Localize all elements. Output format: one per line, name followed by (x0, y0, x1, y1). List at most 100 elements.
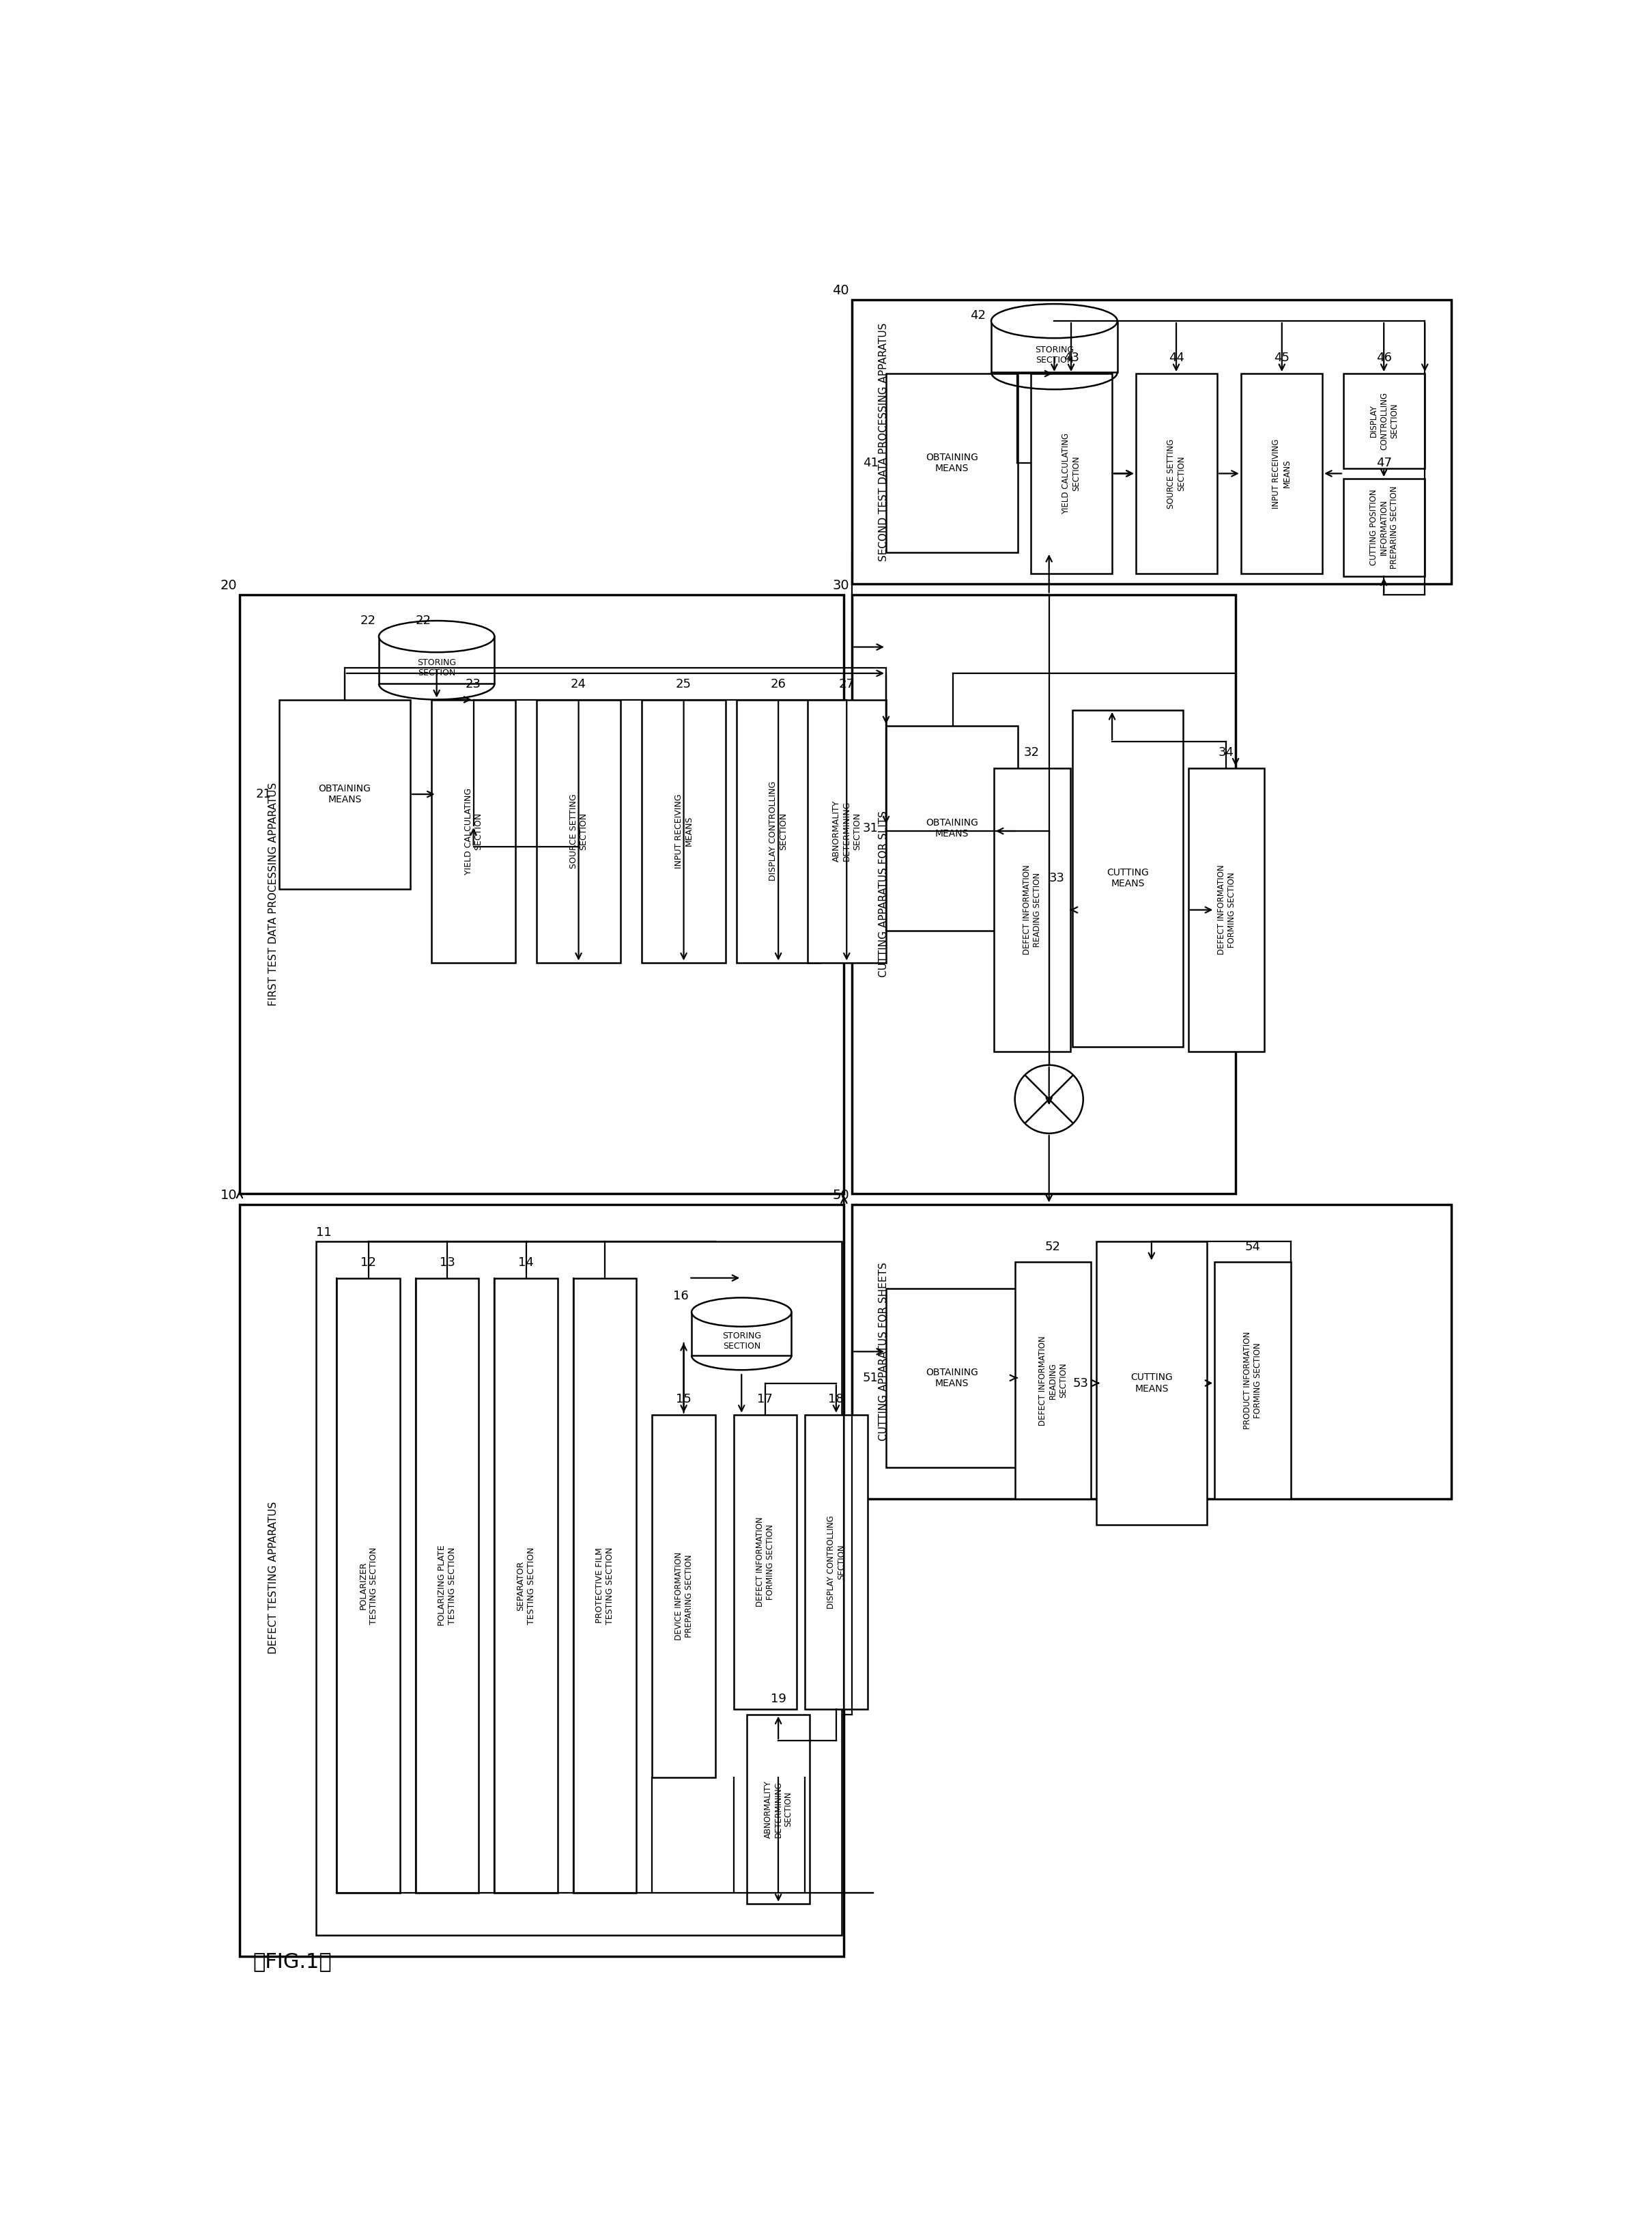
Bar (494, 1277, 557, 1893)
Bar (279, 700, 410, 888)
Text: DEFECT TESTING APPARATUS: DEFECT TESTING APPARATUS (269, 1501, 279, 1653)
Text: 43: 43 (1064, 351, 1079, 365)
Text: 20: 20 (220, 579, 236, 593)
Bar (1188, 767, 1264, 1051)
Bar (991, 322, 1117, 371)
Bar (1135, 374, 1218, 573)
Text: 10: 10 (220, 1188, 236, 1201)
Circle shape (1014, 1065, 1084, 1134)
Text: ABNORMALITY
DETERMINING
SECTION: ABNORMALITY DETERMINING SECTION (763, 1781, 793, 1839)
Ellipse shape (378, 620, 494, 653)
Text: SOURCE SETTING
SECTION: SOURCE SETTING SECTION (1166, 438, 1186, 508)
Bar (416, 1277, 479, 1893)
Text: POLARIZER
TESTING SECTION: POLARIZER TESTING SECTION (358, 1546, 378, 1624)
Text: 12: 12 (360, 1257, 377, 1268)
Bar (1241, 374, 1322, 573)
Text: CUTTING
MEANS: CUTTING MEANS (1107, 868, 1148, 888)
Text: DISPLAY CONTROLLING
SECTION: DISPLAY CONTROLLING SECTION (826, 1514, 846, 1608)
Text: 25: 25 (676, 678, 692, 691)
Bar (378, 638, 494, 685)
Text: STORING
SECTION: STORING SECTION (722, 1331, 762, 1351)
Text: 40: 40 (833, 284, 849, 298)
Text: PROTECTIVE FILM
TESTING SECTION: PROTECTIVE FILM TESTING SECTION (595, 1546, 615, 1624)
Text: 【FIG.1】: 【FIG.1】 (253, 1951, 332, 1971)
Bar (852, 595, 1236, 1195)
Text: FIRST TEST DATA PROCESSING APPARATUS: FIRST TEST DATA PROCESSING APPARATUS (269, 783, 279, 1007)
Text: 13: 13 (439, 1257, 454, 1268)
Bar (1072, 709, 1183, 1047)
Text: 30: 30 (833, 579, 849, 593)
Text: POLARIZING PLATE
TESTING SECTION: POLARIZING PLATE TESTING SECTION (438, 1546, 456, 1626)
Ellipse shape (692, 1297, 791, 1327)
Ellipse shape (991, 304, 1117, 338)
Text: CUTTING POSITION
INFORMATION
PREPARING SECTION: CUTTING POSITION INFORMATION PREPARING S… (1370, 485, 1399, 568)
Text: YIELD CALCULATING
SECTION: YIELD CALCULATING SECTION (464, 787, 482, 875)
Text: 23: 23 (466, 678, 481, 691)
Bar (808, 700, 885, 962)
Bar (885, 374, 1018, 553)
Text: PRODUCT INFORMATION
FORMING SECTION: PRODUCT INFORMATION FORMING SECTION (1244, 1331, 1262, 1429)
Text: 22: 22 (416, 615, 431, 626)
Text: 52: 52 (1046, 1242, 1061, 1253)
Text: OBTAINING
MEANS: OBTAINING MEANS (319, 783, 372, 805)
Text: 50: 50 (833, 1188, 849, 1201)
Text: 34: 34 (1219, 747, 1234, 758)
Text: SOURCE SETTING
SECTION: SOURCE SETTING SECTION (568, 794, 588, 868)
Text: 17: 17 (757, 1394, 773, 1405)
Bar (885, 1289, 1018, 1467)
Text: DEFECT INFORMATION
FORMING SECTION: DEFECT INFORMATION FORMING SECTION (755, 1517, 775, 1606)
Text: 24: 24 (570, 678, 586, 691)
Text: 44: 44 (1168, 351, 1184, 365)
Text: INPUT RECEIVING
MEANS: INPUT RECEIVING MEANS (674, 794, 694, 868)
Bar (1014, 1262, 1090, 1499)
Bar (852, 300, 1450, 584)
Bar (431, 700, 515, 962)
Text: DISPLAY CONTROLLING
SECTION: DISPLAY CONTROLLING SECTION (768, 781, 788, 881)
Text: STORING
SECTION: STORING SECTION (418, 658, 456, 678)
Text: 32: 32 (1024, 747, 1039, 758)
Text: 22: 22 (360, 615, 377, 626)
Bar (733, 1414, 796, 1709)
Text: SECOND TEST DATA PROCESSING APPARATUS: SECOND TEST DATA PROCESSING APPARATUS (879, 322, 889, 561)
Text: 33: 33 (1049, 872, 1066, 884)
Text: CUTTING APPARATUS FOR SLITS: CUTTING APPARATUS FOR SLITS (879, 810, 889, 978)
Text: YIELD CALCULATING
SECTION: YIELD CALCULATING SECTION (1062, 432, 1080, 515)
Text: 45: 45 (1274, 351, 1290, 365)
Text: 14: 14 (519, 1257, 534, 1268)
Bar (653, 1414, 715, 1778)
Text: 54: 54 (1246, 1242, 1260, 1253)
Bar (995, 767, 1070, 1051)
Bar (240, 595, 844, 1195)
Bar (316, 1242, 841, 1935)
Text: DISPLAY
CONTROLLING
SECTION: DISPLAY CONTROLLING SECTION (1370, 391, 1399, 450)
Text: 46: 46 (1376, 351, 1393, 365)
Bar (1343, 479, 1424, 575)
Bar (805, 1414, 867, 1709)
Text: DEVICE INFORMATION
PREPARING SECTION: DEVICE INFORMATION PREPARING SECTION (674, 1552, 694, 1640)
Text: CUTTING
MEANS: CUTTING MEANS (1130, 1374, 1173, 1394)
Text: DEFECT INFORMATION
READING SECTION: DEFECT INFORMATION READING SECTION (1023, 866, 1041, 955)
Text: 18: 18 (828, 1394, 844, 1405)
Bar (641, 700, 725, 962)
Bar (573, 1277, 636, 1893)
Text: INPUT RECEIVING
MEANS: INPUT RECEIVING MEANS (1272, 438, 1292, 508)
Text: 31: 31 (862, 823, 879, 834)
Bar (1214, 1262, 1290, 1499)
Bar (337, 1277, 400, 1893)
Bar (1343, 374, 1424, 468)
Text: 41: 41 (862, 456, 879, 470)
Text: 26: 26 (770, 678, 786, 691)
Text: DEFECT INFORMATION
FORMING SECTION: DEFECT INFORMATION FORMING SECTION (1218, 866, 1236, 955)
Text: SEPARATOR
TESTING SECTION: SEPARATOR TESTING SECTION (517, 1546, 535, 1624)
Bar (1031, 374, 1112, 573)
Bar (852, 1204, 1450, 1499)
Text: DEFECT INFORMATION
READING
SECTION: DEFECT INFORMATION READING SECTION (1039, 1335, 1067, 1425)
Text: 53: 53 (1072, 1378, 1089, 1389)
Text: 51: 51 (862, 1371, 879, 1385)
Text: 15: 15 (676, 1394, 692, 1405)
Text: 47: 47 (1376, 456, 1393, 470)
Bar (747, 1714, 809, 1904)
Bar (537, 700, 621, 962)
Bar (240, 1204, 844, 1955)
Bar (885, 725, 1018, 931)
